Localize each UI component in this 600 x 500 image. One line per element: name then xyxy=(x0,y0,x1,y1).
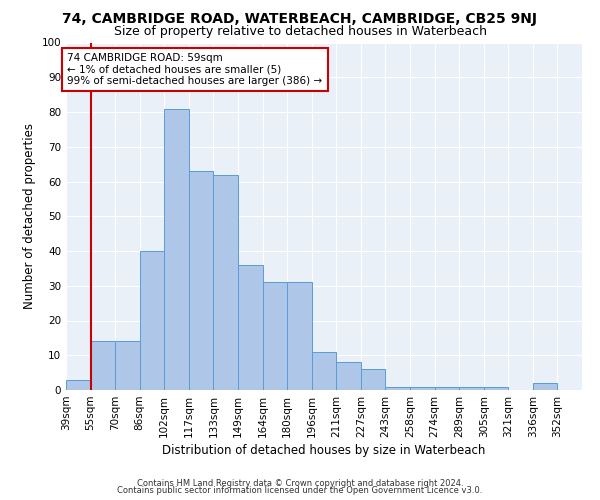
Bar xyxy=(238,265,263,390)
Text: Size of property relative to detached houses in Waterbeach: Size of property relative to detached ho… xyxy=(113,25,487,38)
Bar xyxy=(91,342,115,390)
Bar xyxy=(66,380,91,390)
Text: Contains HM Land Registry data © Crown copyright and database right 2024.: Contains HM Land Registry data © Crown c… xyxy=(137,478,463,488)
Bar xyxy=(164,108,189,390)
Bar xyxy=(484,386,508,390)
Bar xyxy=(115,342,140,390)
Bar xyxy=(410,386,434,390)
Bar xyxy=(140,251,164,390)
X-axis label: Distribution of detached houses by size in Waterbeach: Distribution of detached houses by size … xyxy=(163,444,485,457)
Bar xyxy=(189,171,214,390)
Text: Contains public sector information licensed under the Open Government Licence v3: Contains public sector information licen… xyxy=(118,486,482,495)
Text: 74, CAMBRIDGE ROAD, WATERBEACH, CAMBRIDGE, CB25 9NJ: 74, CAMBRIDGE ROAD, WATERBEACH, CAMBRIDG… xyxy=(62,12,538,26)
Bar xyxy=(336,362,361,390)
Text: 74 CAMBRIDGE ROAD: 59sqm
← 1% of detached houses are smaller (5)
99% of semi-det: 74 CAMBRIDGE ROAD: 59sqm ← 1% of detache… xyxy=(67,53,322,86)
Y-axis label: Number of detached properties: Number of detached properties xyxy=(23,123,36,309)
Bar xyxy=(263,282,287,390)
Bar xyxy=(385,386,410,390)
Bar xyxy=(312,352,336,390)
Bar xyxy=(434,386,459,390)
Bar xyxy=(459,386,484,390)
Bar xyxy=(287,282,312,390)
Bar xyxy=(361,369,385,390)
Bar xyxy=(214,174,238,390)
Bar xyxy=(533,383,557,390)
